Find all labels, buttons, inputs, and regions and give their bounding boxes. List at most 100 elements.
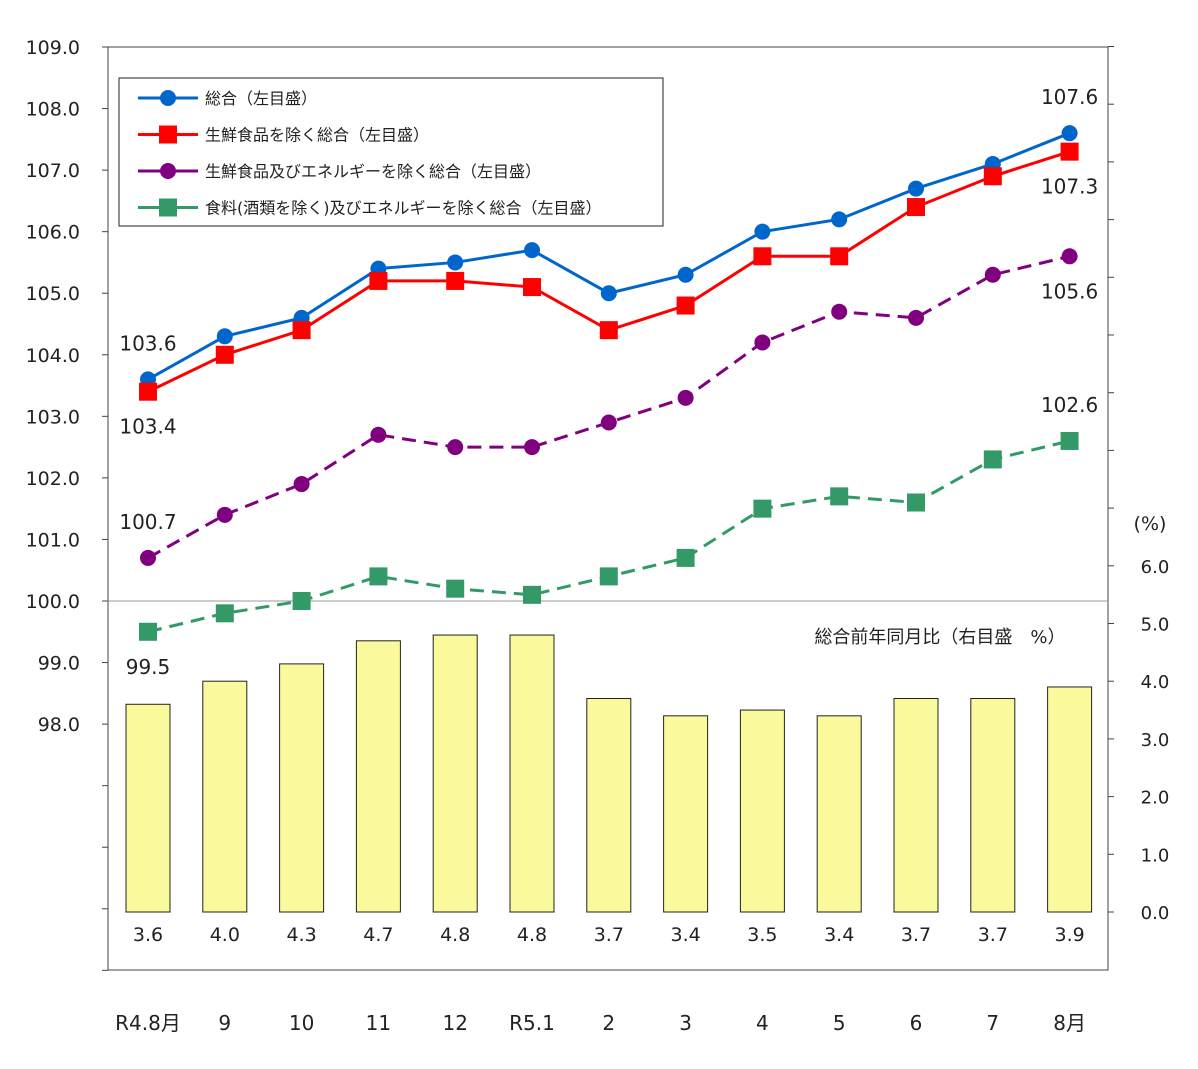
data-annotation: 105.6 [1041,279,1098,303]
x-tick-label: 10 [289,1011,314,1035]
bar [586,698,632,913]
data-point [524,439,540,456]
data-point [908,309,924,326]
bar-label: 3.9 [1054,924,1084,946]
right-tick-label: 5.0 [1141,615,1170,636]
data-point [677,389,694,406]
data-point [984,266,1001,283]
data-point [139,622,157,641]
data-point [600,414,617,431]
data-point [599,567,618,586]
data-point [293,476,310,493]
data-annotation: 103.6 [119,331,176,355]
data-point [1061,125,1078,142]
bar-series-label: 総合前年同月比（右目盛 %） [814,627,1065,648]
x-tick-label: 4 [756,1011,769,1035]
data-point [830,247,849,266]
data-point [1061,248,1078,265]
data-point [523,278,541,297]
data-annotation: 102.6 [1041,393,1098,417]
left-tick-label: 98.0 [38,714,80,736]
bar [279,663,325,913]
left-tick-label: 105.0 [26,283,80,305]
legend-label: 生鮮食品を除く総合（左目盛） [205,126,429,145]
legend-marker [160,163,176,179]
data-point [370,426,387,443]
legend-marker [159,125,177,144]
right-tick-label: 6.0 [1141,557,1170,578]
right-tick-label: 4.0 [1141,672,1170,693]
data-point [831,303,848,320]
bar [509,634,555,913]
left-tick-label: 100.0 [26,591,80,613]
data-annotation: 99.5 [126,655,171,679]
data-point [754,223,771,240]
data-point [1060,431,1079,450]
data-point [215,345,234,364]
data-point [753,499,772,518]
data-point [983,450,1002,469]
bar-label: 3.7 [901,924,931,946]
left-tick-label: 101.0 [26,529,80,551]
left-tick-label: 107.0 [26,160,80,182]
bar [970,698,1016,913]
left-tick-label: 106.0 [26,222,80,244]
bar [125,703,171,913]
x-tick-label: 2 [602,1011,615,1035]
data-point [216,328,233,345]
bar-label: 3.6 [133,924,163,946]
data-point [446,271,465,290]
data-point [754,334,771,351]
left-tick-label: 109.0 [26,37,80,59]
bar-label: 3.5 [747,924,777,946]
legend [118,77,664,227]
data-point [446,579,465,598]
bar [816,715,862,913]
legend-marker [159,198,177,217]
x-tick-label: 9 [218,1011,231,1035]
left-tick-label: 102.0 [26,468,80,490]
bar-label: 3.7 [978,924,1008,946]
left-tick-label: 104.0 [26,345,80,367]
data-point [369,271,388,290]
bar [1047,686,1093,913]
data-annotation: 107.6 [1041,85,1098,109]
data-point [447,439,464,456]
data-point [676,548,695,567]
data-point [907,198,925,217]
data-point [139,382,157,401]
data-point [523,585,541,604]
left-tick-label: 103.0 [26,406,80,428]
legend-label: 総合（左目盛） [205,89,317,108]
x-tick-label: 8月 [1053,1011,1086,1035]
x-tick-label: 5 [833,1011,846,1035]
data-point [599,321,618,340]
data-point [447,254,464,271]
bar-label: 4.8 [440,924,470,946]
x-tick-label: R4.8月 [115,1011,181,1035]
data-point [677,266,694,283]
bar-label: 4.7 [363,924,393,946]
bar [355,640,401,913]
data-point [215,604,234,623]
data-point [292,592,311,610]
data-point [908,180,924,197]
data-annotation: 103.4 [119,415,176,439]
left-tick-label: 108.0 [26,99,80,121]
right-tick-label: 3.0 [1141,730,1170,751]
right-tick-label: 0.0 [1141,903,1170,924]
data-point [907,493,925,512]
data-point [983,167,1002,186]
bar [663,715,709,913]
x-tick-label: 3 [679,1011,692,1035]
data-point [1060,142,1079,161]
bar-label: 4.0 [210,924,240,946]
x-tick-label: 6 [910,1011,923,1035]
bar [739,709,785,913]
legend-label: 生鮮食品及びエネルギーを除く総合（左目盛） [205,162,541,181]
right-axis-unit: (%) [1134,513,1167,535]
right-tick-label: 2.0 [1141,788,1170,809]
data-point [140,549,156,566]
right-tick-label: 1.0 [1141,845,1170,866]
